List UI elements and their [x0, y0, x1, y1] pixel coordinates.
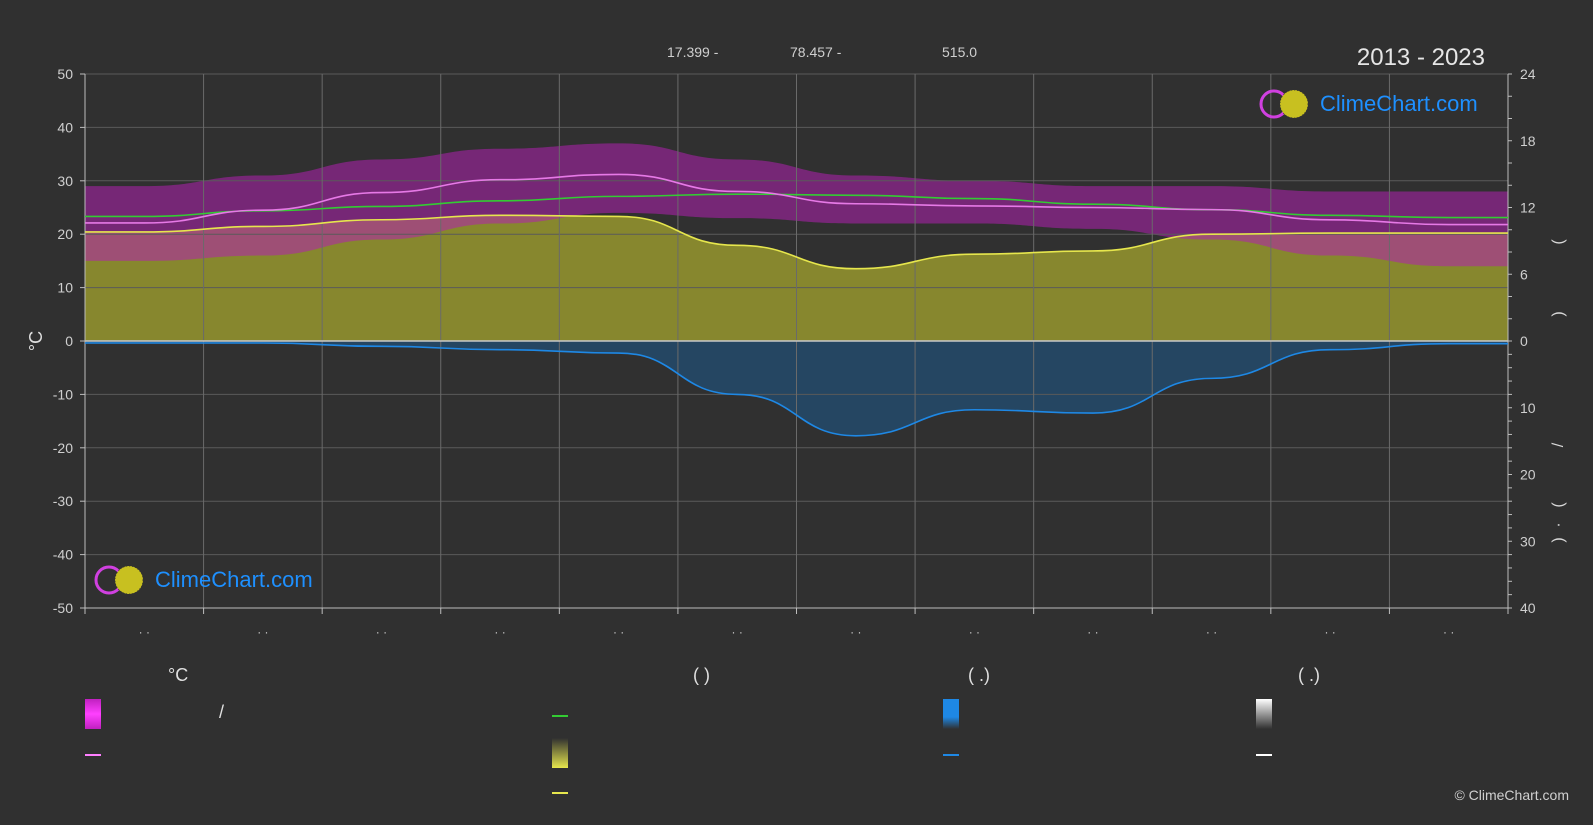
- logo-top[interactable]: ClimeChart.com: [1258, 88, 1478, 120]
- y-right-bottom-tick-label: 20: [1520, 467, 1536, 483]
- copyright-text[interactable]: © ClimeChart.com: [1454, 787, 1569, 803]
- longitude-text: 78.457 -: [790, 44, 842, 60]
- x-tick-label: · ·: [1443, 625, 1454, 639]
- x-tick-label: · ·: [969, 625, 980, 639]
- legend-sunshine-swatch: [552, 738, 568, 768]
- legend-max-temp-line: [85, 754, 101, 756]
- y-left-tick-label: -20: [53, 440, 73, 456]
- climechart-logo-icon: [94, 565, 144, 595]
- y-left-tick-label: 10: [57, 280, 73, 296]
- x-tick-label: · ·: [732, 625, 743, 639]
- y-left-tick-label: -30: [53, 493, 73, 509]
- y-right-bottom-tick-label: 40: [1520, 600, 1536, 616]
- y-right-axis-glyph: ·: [1550, 522, 1567, 527]
- logo-text: ClimeChart.com: [1320, 91, 1478, 116]
- x-tick-label: · ·: [139, 625, 150, 639]
- legend-precip-swatch: [943, 699, 959, 729]
- y-right-top-tick-label: 0: [1520, 333, 1528, 349]
- y-left-tick-label: 50: [57, 66, 73, 82]
- legend-col4-header: ( .): [1298, 665, 1320, 685]
- legend-snow-line: [1256, 754, 1272, 756]
- latitude-text: 17.399 -: [667, 44, 719, 60]
- logo-bottom[interactable]: ClimeChart.com: [93, 564, 313, 596]
- elevation-text: 515.0: [942, 44, 978, 60]
- y-left-tick-label: 20: [57, 226, 73, 242]
- y-left-tick-label: -10: [53, 386, 73, 402]
- y-right-axis-glyph: (: [1550, 239, 1567, 245]
- legend-col3-header: ( .): [968, 665, 990, 685]
- legend-sunshine-line: [552, 792, 568, 794]
- legend-temp-range-swatch: [85, 699, 101, 729]
- y-right-axis-glyph: ): [1550, 311, 1567, 316]
- period-title: 2013 - 2023: [1356, 44, 1485, 71]
- x-tick-label: · ·: [494, 625, 505, 639]
- y-right-bottom-tick-label: 30: [1520, 533, 1536, 549]
- logo-text: ClimeChart.com: [155, 567, 313, 592]
- y-right-top-tick-label: 24: [1520, 66, 1536, 82]
- legend-snow-swatch: [1256, 699, 1272, 729]
- y-left-tick-label: -50: [53, 600, 73, 616]
- climechart-logo-icon: [1259, 89, 1309, 119]
- y-right-top-tick-label: 6: [1520, 266, 1528, 282]
- y-left-tick-label: -40: [53, 547, 73, 563]
- legend-slash: /: [219, 702, 225, 722]
- x-tick-label: · ·: [376, 625, 387, 639]
- precipitation-line: [85, 342, 1508, 437]
- legend-daylight-line: [552, 715, 568, 717]
- legend-precip-line: [943, 754, 959, 756]
- y-left-tick-label: 0: [65, 333, 73, 349]
- x-tick-label: · ·: [257, 625, 268, 639]
- y-left-axis-label: °C: [26, 331, 46, 351]
- y-right-axis-glyph: (: [1550, 502, 1567, 508]
- x-tick-label: · ·: [613, 625, 624, 639]
- legend-col1-header: °C: [168, 665, 189, 685]
- x-tick-label: · ·: [1206, 625, 1217, 639]
- y-right-bottom-tick-label: 10: [1520, 400, 1536, 416]
- daylight-line: [85, 193, 1508, 219]
- legend-col2-header: ( ): [693, 665, 710, 685]
- y-right-axis-glyph: ): [1550, 537, 1567, 542]
- y-right-top-tick-label: 18: [1520, 133, 1536, 149]
- y-right-axis-glyph: /: [1550, 442, 1567, 447]
- y-left-tick-label: 40: [57, 119, 73, 135]
- x-tick-label: · ·: [1324, 625, 1335, 639]
- y-right-top-tick-label: 12: [1520, 200, 1536, 216]
- x-tick-label: · ·: [1087, 625, 1098, 639]
- y-left-tick-label: 30: [57, 173, 73, 189]
- x-tick-label: · ·: [850, 625, 861, 639]
- sunshine-line: [84, 214, 1508, 270]
- max-temp-line: [85, 173, 1509, 226]
